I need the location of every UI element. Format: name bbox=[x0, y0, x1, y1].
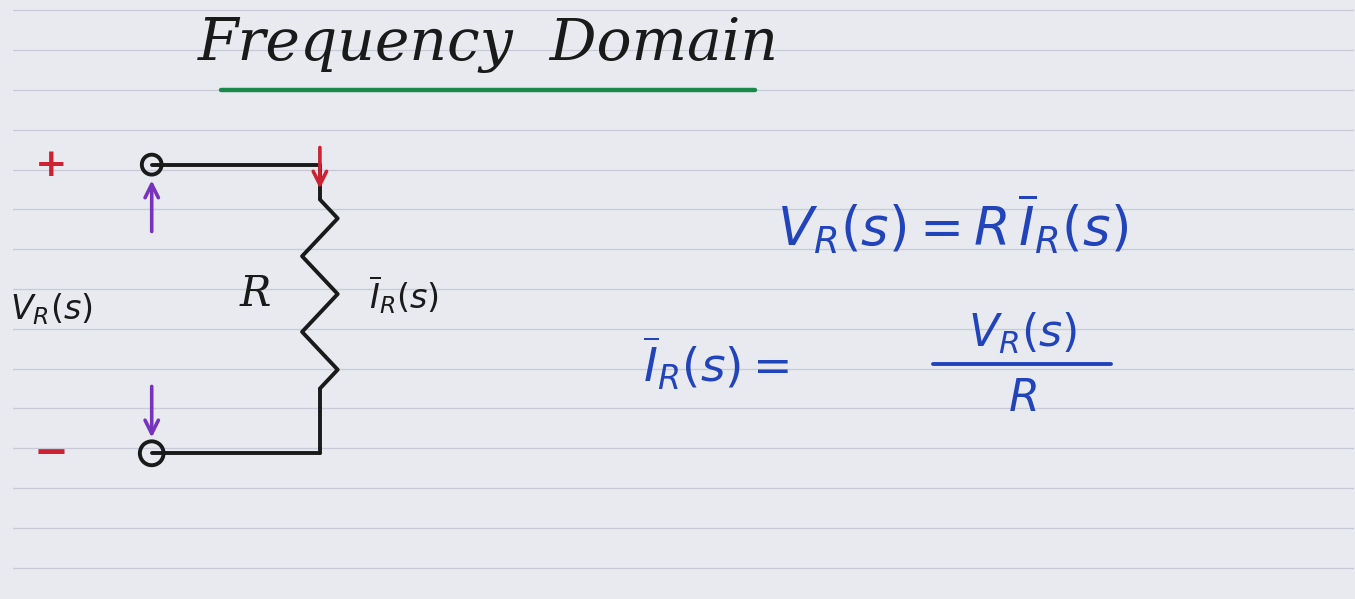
Text: $\overline{I}_R(s)$: $\overline{I}_R(s)$ bbox=[369, 273, 439, 316]
Text: $V_R(s)$: $V_R(s)$ bbox=[967, 311, 1077, 356]
Text: $V_R(s) = R\,\overline{I}_R(s)$: $V_R(s) = R\,\overline{I}_R(s)$ bbox=[778, 192, 1129, 257]
Text: R: R bbox=[240, 273, 271, 315]
Text: Frequency  Domain: Frequency Domain bbox=[198, 17, 779, 74]
Text: −: − bbox=[34, 432, 68, 474]
Text: $\overline{I}_R(s) =$: $\overline{I}_R(s) =$ bbox=[642, 335, 789, 392]
Text: +: + bbox=[34, 146, 68, 184]
Text: $V_R(s)$: $V_R(s)$ bbox=[9, 291, 92, 327]
Text: $R$: $R$ bbox=[1008, 377, 1037, 420]
